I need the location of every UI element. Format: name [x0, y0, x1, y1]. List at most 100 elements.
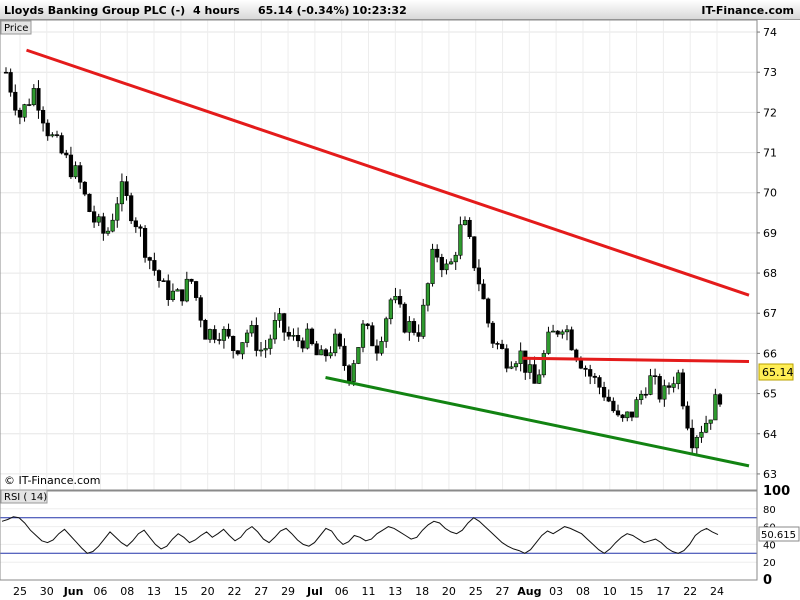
candle-body: [713, 394, 718, 421]
candle-body: [662, 385, 667, 400]
candle: [235, 350, 240, 356]
price-tick-label: 71: [763, 147, 777, 160]
candle-body: [402, 303, 407, 333]
candle-body: [462, 219, 468, 226]
candle: [110, 213, 115, 233]
price-tick-label: 72: [763, 106, 777, 119]
trendline: [325, 376, 750, 468]
candle: [671, 376, 676, 393]
candle: [231, 335, 236, 359]
candle: [713, 388, 718, 421]
candle: [384, 316, 389, 348]
candle: [360, 319, 366, 353]
x-tick-label: 20: [442, 585, 456, 598]
candle: [523, 350, 528, 380]
candle-body: [27, 104, 32, 106]
candle: [620, 414, 625, 422]
candle-body: [115, 203, 120, 221]
candle: [560, 329, 565, 339]
candle: [305, 323, 310, 350]
x-tick-label: Aug: [517, 585, 541, 598]
price-tick-label: 65: [763, 388, 777, 401]
x-tick-label: 30: [40, 585, 54, 598]
candle: [272, 312, 278, 344]
candle: [300, 337, 305, 353]
candle: [504, 344, 509, 373]
candle-body: [105, 230, 111, 234]
price-tick-label: 73: [763, 66, 777, 79]
candle: [333, 328, 338, 357]
candle: [115, 197, 120, 228]
candle-body: [13, 91, 18, 111]
candle-body: [96, 216, 101, 223]
candle-body: [643, 393, 648, 396]
price-grid: [0, 20, 757, 490]
candle-body: [652, 375, 658, 377]
candle-body: [249, 325, 254, 334]
candle-body: [203, 320, 208, 340]
candle: [462, 216, 468, 226]
candle: [91, 205, 97, 228]
candle-body: [161, 280, 166, 282]
candle-body: [175, 289, 180, 292]
candle-body: [629, 411, 635, 418]
candle: [152, 252, 157, 276]
candle-body: [397, 296, 403, 305]
candle-body: [611, 400, 616, 412]
candle-body: [379, 341, 384, 354]
candle-body: [690, 427, 695, 449]
rsi-panel-tag: [0, 489, 48, 504]
candle: [430, 243, 435, 287]
candle-body: [138, 226, 143, 229]
candle-body: [657, 376, 662, 400]
candle: [184, 271, 189, 303]
candle-body: [676, 372, 681, 385]
candle-body: [365, 323, 370, 326]
candle: [486, 297, 491, 328]
candle: [258, 341, 264, 357]
price-tick-label: 67: [763, 307, 777, 320]
candle-body: [101, 216, 106, 234]
candle-body: [333, 333, 338, 354]
candle: [532, 356, 537, 384]
candle-body: [703, 422, 709, 433]
candle: [639, 390, 644, 405]
candle-body: [129, 195, 134, 222]
x-tick-label: 20: [201, 585, 215, 598]
x-tick-label: 06: [335, 585, 349, 598]
candle-body: [453, 254, 458, 263]
candle: [8, 68, 13, 97]
x-tick-label: 29: [281, 585, 295, 598]
candle-body: [268, 338, 273, 349]
candle: [652, 368, 658, 385]
candle: [685, 401, 690, 431]
candle: [439, 253, 444, 278]
candle-body: [666, 385, 672, 388]
candle-body: [226, 328, 231, 337]
candle: [527, 357, 533, 380]
candle: [142, 225, 148, 263]
candle: [13, 84, 18, 116]
candle: [499, 339, 505, 350]
candle-body: [537, 374, 542, 384]
x-tick-label: 15: [174, 585, 188, 598]
candle: [606, 389, 611, 403]
candle-body: [31, 88, 36, 106]
candle-body: [560, 331, 565, 335]
candle-body: [499, 343, 505, 349]
candle-body: [342, 345, 347, 367]
candle: [555, 330, 560, 338]
candle: [550, 324, 556, 333]
x-tick-label: Jun: [63, 585, 84, 598]
candle: [629, 411, 635, 422]
candle-body: [476, 267, 482, 285]
chart-header: Lloyds Banking Group PLC (-) 4 hours 65.…: [0, 0, 800, 20]
x-tick-label: 13: [388, 585, 402, 598]
candle: [96, 213, 101, 227]
candle-body: [472, 236, 477, 269]
candle-body: [87, 193, 92, 212]
candle: [119, 173, 125, 212]
candle: [657, 373, 662, 403]
candle-body: [59, 135, 64, 154]
candle-body: [282, 313, 287, 333]
